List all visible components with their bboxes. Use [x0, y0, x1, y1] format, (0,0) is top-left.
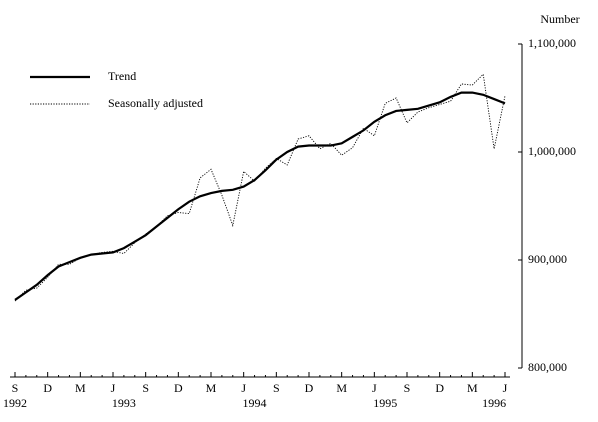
x-tick-label: S — [142, 381, 149, 395]
x-tick-label: M — [75, 381, 86, 395]
y-tick-label: 1,100,000 — [528, 36, 576, 50]
y-tick-label: 800,000 — [528, 360, 567, 374]
legend-label: Seasonally adjusted — [108, 96, 203, 110]
x-tick-label: J — [241, 381, 246, 395]
y-tick-label: 900,000 — [528, 252, 567, 266]
legend-label: Trend — [108, 69, 136, 83]
x-tick-label: J — [503, 381, 508, 395]
x-tick-label: D — [435, 381, 444, 395]
x-tick-label: D — [43, 381, 52, 395]
x-year-label: 1996 — [482, 396, 506, 410]
x-tick-label: D — [305, 381, 314, 395]
x-tick-label: M — [336, 381, 347, 395]
series-line — [14, 91, 506, 301]
x-tick-label: S — [273, 381, 280, 395]
x-tick-label: S — [404, 381, 411, 395]
y-axis-label: Number — [540, 12, 579, 26]
x-tick-label: D — [174, 381, 183, 395]
x-year-label: 1994 — [243, 396, 267, 410]
x-tick-label: J — [111, 381, 116, 395]
x-tick-label: M — [206, 381, 217, 395]
x-tick-label: J — [372, 381, 377, 395]
x-tick-label: M — [467, 381, 478, 395]
x-tick-label: S — [12, 381, 19, 395]
x-year-label: 1993 — [112, 396, 136, 410]
y-tick-label: 1,000,000 — [528, 144, 576, 158]
x-year-label: 1995 — [373, 396, 397, 410]
series-line — [14, 73, 506, 302]
x-year-label: 1992 — [3, 396, 27, 410]
